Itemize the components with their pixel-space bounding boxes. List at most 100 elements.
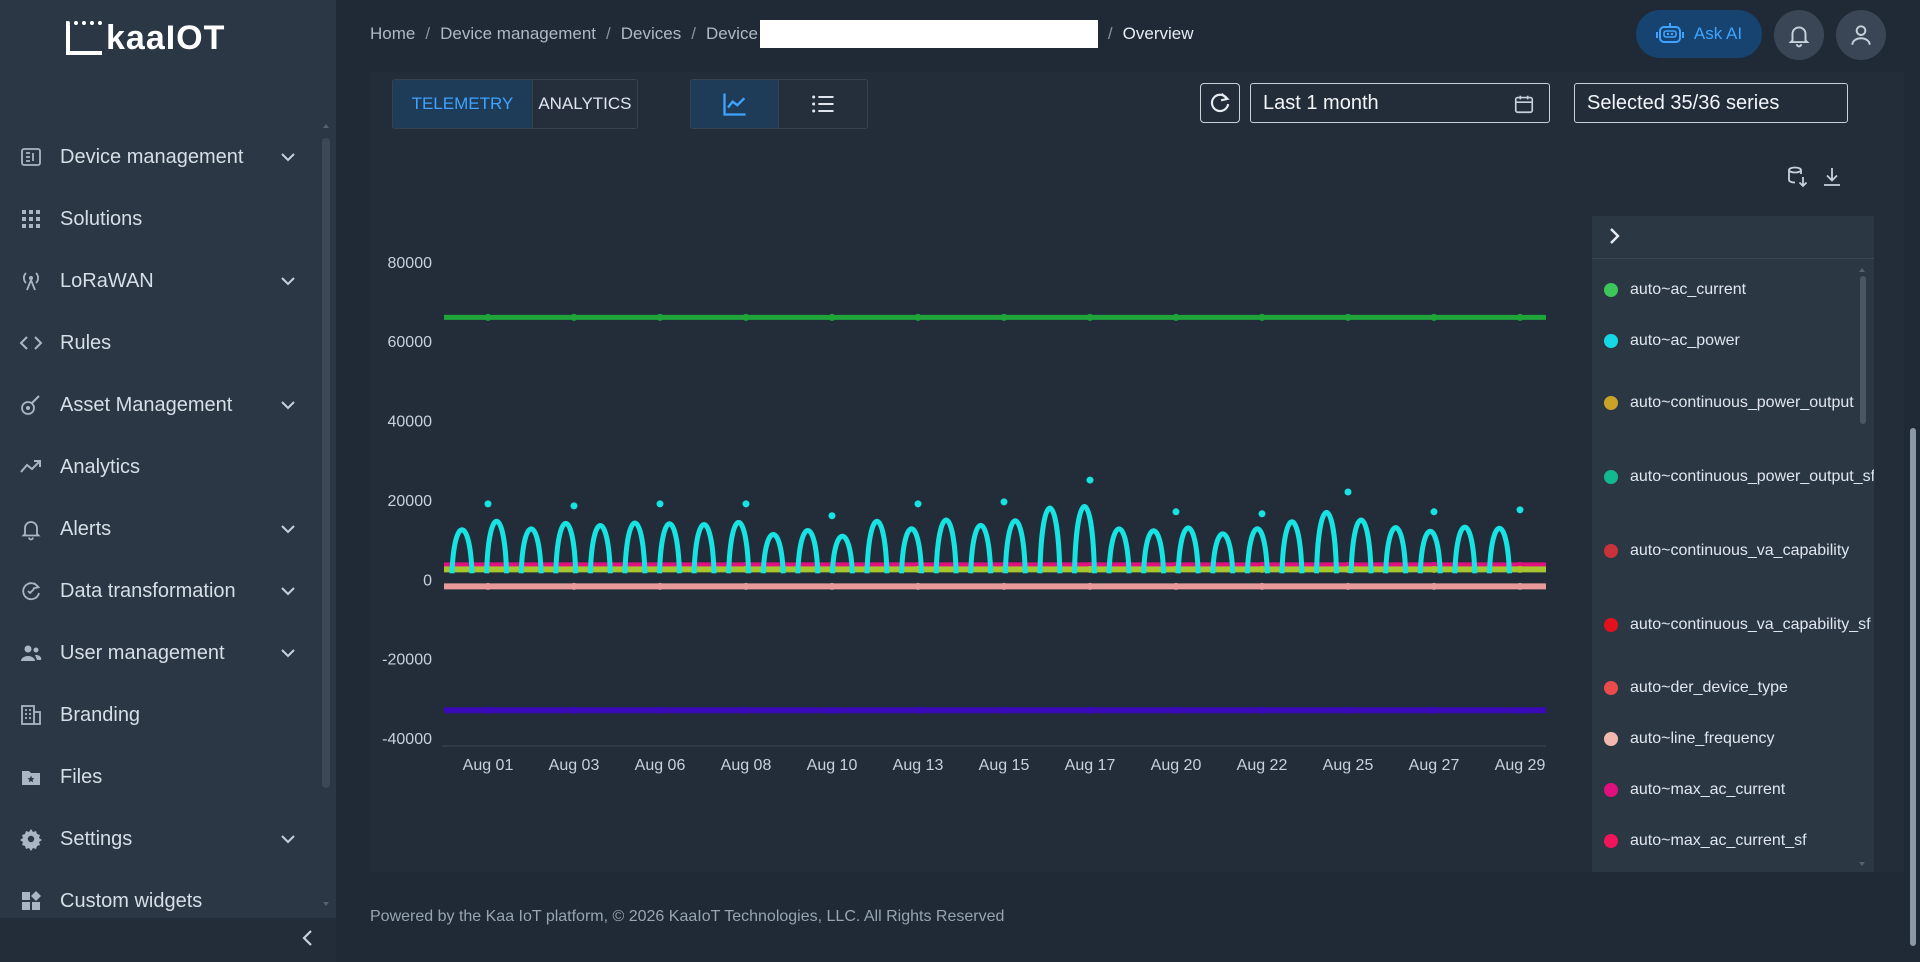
- tab-telemetry[interactable]: TELEMETRY: [393, 80, 532, 128]
- date-range-picker[interactable]: Last 1 month: [1250, 83, 1550, 123]
- data-point[interactable]: [1258, 565, 1266, 573]
- data-point[interactable]: [1258, 582, 1266, 590]
- download-icon[interactable]: [1820, 165, 1844, 189]
- data-point[interactable]: [1430, 565, 1438, 573]
- tab-analytics[interactable]: ANALYTICS: [531, 80, 637, 128]
- data-point[interactable]: [1344, 488, 1352, 496]
- data-point[interactable]: [1430, 313, 1438, 321]
- kaaiot-logo[interactable]: kaaIOT: [66, 18, 225, 58]
- sidebar-item-analytics[interactable]: Analytics: [0, 436, 320, 498]
- data-point[interactable]: [828, 706, 836, 714]
- data-point[interactable]: [570, 706, 578, 714]
- data-point[interactable]: [1430, 582, 1438, 590]
- data-point[interactable]: [1172, 508, 1180, 516]
- data-point[interactable]: [1430, 508, 1438, 516]
- chevron-down-icon[interactable]: [278, 643, 298, 663]
- data-point[interactable]: [656, 313, 664, 321]
- legend-item[interactable]: auto~continuous_power_output: [1592, 366, 1858, 440]
- data-point[interactable]: [914, 706, 922, 714]
- sidebar-item-solutions[interactable]: Solutions: [0, 188, 320, 250]
- data-point[interactable]: [1516, 582, 1524, 590]
- series-line[interactable]: [449, 503, 1512, 574]
- calendar-icon[interactable]: [1513, 93, 1535, 115]
- legend-item[interactable]: auto~der_device_type: [1592, 662, 1858, 713]
- data-point[interactable]: [1000, 582, 1008, 590]
- sidebar-item-alerts[interactable]: Alerts: [0, 498, 320, 560]
- sidebar-item-branding[interactable]: Branding: [0, 684, 320, 746]
- data-point[interactable]: [742, 313, 750, 321]
- chevron-down-icon[interactable]: [278, 519, 298, 539]
- legend-item[interactable]: auto~max_ac_current: [1592, 764, 1858, 815]
- sidebar-item-device-management[interactable]: Device management: [0, 126, 320, 188]
- data-point[interactable]: [656, 706, 664, 714]
- data-point[interactable]: [742, 500, 750, 508]
- data-point[interactable]: [742, 706, 750, 714]
- data-point[interactable]: [828, 313, 836, 321]
- data-point[interactable]: [828, 582, 836, 590]
- data-point[interactable]: [914, 582, 922, 590]
- data-point[interactable]: [1172, 706, 1180, 714]
- data-point[interactable]: [828, 512, 836, 520]
- data-point[interactable]: [1086, 565, 1094, 573]
- data-point[interactable]: [1172, 582, 1180, 590]
- legend-scroll-up-icon[interactable]: [1858, 266, 1866, 274]
- data-point[interactable]: [742, 582, 750, 590]
- data-point[interactable]: [914, 500, 922, 508]
- data-point[interactable]: [1430, 706, 1438, 714]
- sidebar-item-rules[interactable]: Rules: [0, 312, 320, 374]
- chart-view-button[interactable]: [691, 80, 778, 128]
- sidebar-scrollbar[interactable]: [322, 138, 330, 788]
- data-point[interactable]: [1516, 313, 1524, 321]
- data-point[interactable]: [1516, 506, 1524, 514]
- breadcrumb-device-management[interactable]: Device management: [440, 24, 597, 43]
- scroll-up-icon[interactable]: [322, 122, 330, 130]
- data-point[interactable]: [1086, 476, 1094, 484]
- data-point[interactable]: [656, 500, 664, 508]
- chevron-down-icon[interactable]: [278, 147, 298, 167]
- data-point[interactable]: [1172, 313, 1180, 321]
- page-scrollbar[interactable]: [1910, 428, 1916, 946]
- notifications-button[interactable]: [1774, 10, 1824, 60]
- chevron-down-icon[interactable]: [278, 395, 298, 415]
- sidebar-item-lorawan[interactable]: LoRaWAN: [0, 250, 320, 312]
- telemetry-line-chart[interactable]: 80000 60000 40000 20000 0 -20000 -40000 Aug 01 A…: [370, 232, 1570, 792]
- data-point[interactable]: [570, 313, 578, 321]
- legend-item[interactable]: auto~continuous_power_output_sf: [1592, 440, 1874, 514]
- data-point[interactable]: [656, 582, 664, 590]
- data-point[interactable]: [1258, 706, 1266, 714]
- data-point[interactable]: [1086, 706, 1094, 714]
- legend-scroll-down-icon[interactable]: [1858, 860, 1866, 868]
- data-point[interactable]: [1344, 313, 1352, 321]
- sidebar-item-files[interactable]: Files: [0, 746, 320, 808]
- legend-item[interactable]: auto~continuous_va_capability_sf: [1592, 588, 1871, 662]
- data-point[interactable]: [1516, 706, 1524, 714]
- breadcrumb-device[interactable]: Device: [705, 24, 758, 43]
- breadcrumb-home[interactable]: Home: [370, 24, 416, 43]
- data-point[interactable]: [570, 502, 578, 510]
- legend-item[interactable]: auto~line_frequency: [1592, 713, 1858, 764]
- data-point[interactable]: [1000, 706, 1008, 714]
- data-point[interactable]: [1258, 313, 1266, 321]
- data-point[interactable]: [1000, 313, 1008, 321]
- data-point[interactable]: [484, 500, 492, 508]
- chevron-right-icon[interactable]: [1602, 224, 1626, 248]
- data-point[interactable]: [1258, 510, 1266, 518]
- refresh-button[interactable]: [1200, 83, 1240, 123]
- data-point[interactable]: [484, 706, 492, 714]
- collapse-sidebar-icon[interactable]: [296, 926, 320, 950]
- legend-item[interactable]: auto~ac_power: [1592, 315, 1858, 366]
- data-point[interactable]: [1344, 582, 1352, 590]
- data-point[interactable]: [914, 313, 922, 321]
- breadcrumb-devices[interactable]: Devices: [620, 24, 682, 43]
- chevron-down-icon[interactable]: [278, 581, 298, 601]
- data-point[interactable]: [484, 582, 492, 590]
- legend-item[interactable]: auto~ac_current: [1592, 264, 1858, 315]
- legend-item[interactable]: auto~continuous_va_capability: [1592, 514, 1858, 588]
- data-point[interactable]: [1000, 498, 1008, 506]
- sidebar-item-data-transformation[interactable]: Data transformation: [0, 560, 320, 622]
- sidebar-item-settings[interactable]: Settings: [0, 808, 320, 870]
- data-point[interactable]: [484, 313, 492, 321]
- series-selector[interactable]: Selected 35/36 series: [1574, 83, 1848, 123]
- scroll-down-icon[interactable]: [322, 900, 330, 908]
- data-point[interactable]: [1344, 706, 1352, 714]
